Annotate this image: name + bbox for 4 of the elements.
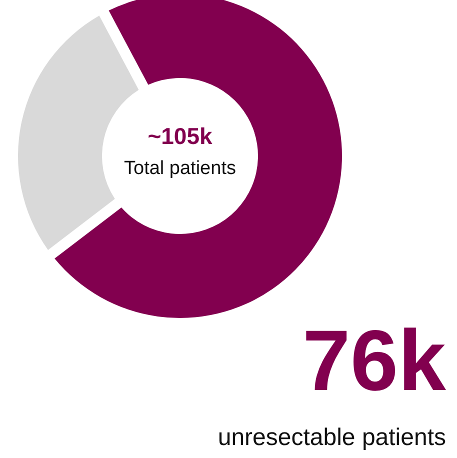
- text: 76k: [302, 313, 446, 409]
- text: ~105k: [148, 123, 212, 149]
- text: unresectable patients: [218, 424, 446, 451]
- text: Total patients: [124, 158, 236, 179]
